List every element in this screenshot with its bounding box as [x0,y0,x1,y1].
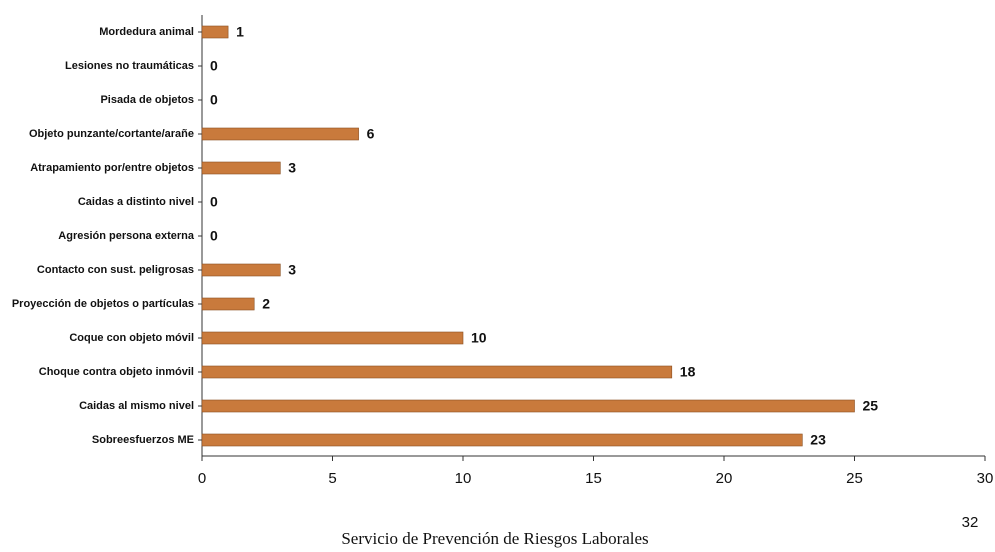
value-label: 23 [810,432,826,448]
x-tick-label: 5 [328,470,336,487]
y-tick-label: Proyección de objetos o partículas [12,298,194,310]
value-label: 18 [680,364,696,380]
bar [201,399,855,413]
x-tick-label: 20 [716,470,733,487]
value-label: 10 [471,330,487,346]
x-tick-label: 30 [977,470,994,487]
y-tick-label: Agresión persona externa [58,230,195,242]
y-tick-label: Mordedura animal [99,26,194,38]
footer: Servicio de Prevención de Riesgos Labora… [341,529,648,548]
y-tick-label: Lesiones no traumáticas [65,60,194,72]
page-number: 32 [962,514,979,531]
bar [201,161,281,175]
y-tick-label: Choque contra objeto inmóvil [39,366,194,378]
x-tick-label: 15 [585,470,602,487]
x-tick-label: 0 [198,470,206,487]
value-label: 6 [367,126,375,142]
y-tick-label: Sobreesfuerzos ME [92,434,194,446]
value-label: 0 [210,228,218,244]
bar [201,365,673,379]
bar [201,25,229,39]
y-tick-label: Caidas al mismo nivel [79,400,194,412]
bar [201,297,255,311]
bar [201,263,281,277]
value-label: 3 [288,160,296,176]
x-tick-label: 10 [455,470,472,487]
y-tick-label: Coque con objeto móvil [69,332,194,344]
value-label: 3 [288,262,296,278]
value-label: 1 [236,24,244,40]
y-tick-label: Caidas a distinto nivel [78,196,194,208]
x-tick-label: 25 [846,470,863,487]
value-label: 0 [210,194,218,210]
bar [201,331,464,345]
y-tick-label: Objeto punzante/cortante/arañe [29,128,194,140]
y-tick-label: Pisada de objetos [100,94,194,106]
bar [201,127,359,141]
bar [201,433,803,447]
value-label: 0 [210,58,218,74]
y-tick-label: Atrapamiento por/entre objetos [30,162,194,174]
y-tick-label: Contacto con sust. peligrosas [37,264,194,276]
value-label: 25 [863,398,879,414]
value-label: 2 [262,296,270,312]
value-label: 0 [210,92,218,108]
